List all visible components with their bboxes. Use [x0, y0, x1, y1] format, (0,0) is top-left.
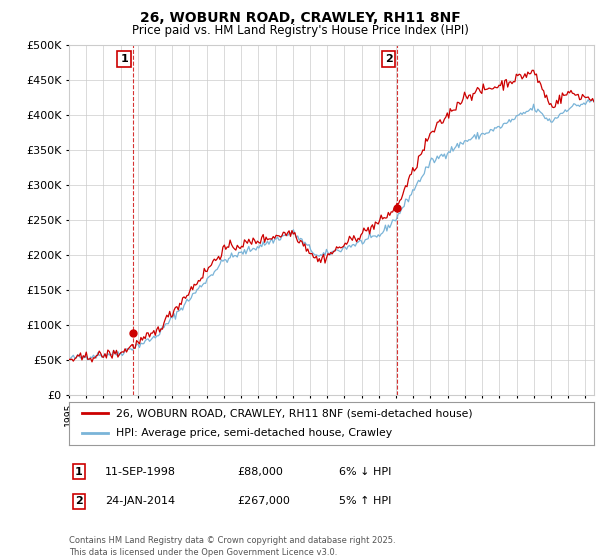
Text: 24-JAN-2014: 24-JAN-2014 — [105, 496, 175, 506]
Text: Price paid vs. HM Land Registry's House Price Index (HPI): Price paid vs. HM Land Registry's House … — [131, 24, 469, 36]
Text: £267,000: £267,000 — [237, 496, 290, 506]
Text: 6% ↓ HPI: 6% ↓ HPI — [339, 466, 391, 477]
Text: 1: 1 — [120, 54, 128, 64]
Text: 2: 2 — [75, 496, 83, 506]
Text: 2: 2 — [385, 54, 392, 64]
Text: 1: 1 — [75, 466, 83, 477]
Text: 26, WOBURN ROAD, CRAWLEY, RH11 8NF: 26, WOBURN ROAD, CRAWLEY, RH11 8NF — [140, 11, 460, 25]
Text: Contains HM Land Registry data © Crown copyright and database right 2025.
This d: Contains HM Land Registry data © Crown c… — [69, 536, 395, 557]
Text: £88,000: £88,000 — [237, 466, 283, 477]
Text: 26, WOBURN ROAD, CRAWLEY, RH11 8NF (semi-detached house): 26, WOBURN ROAD, CRAWLEY, RH11 8NF (semi… — [116, 408, 473, 418]
Text: 5% ↑ HPI: 5% ↑ HPI — [339, 496, 391, 506]
Text: 11-SEP-1998: 11-SEP-1998 — [105, 466, 176, 477]
Text: HPI: Average price, semi-detached house, Crawley: HPI: Average price, semi-detached house,… — [116, 428, 392, 438]
